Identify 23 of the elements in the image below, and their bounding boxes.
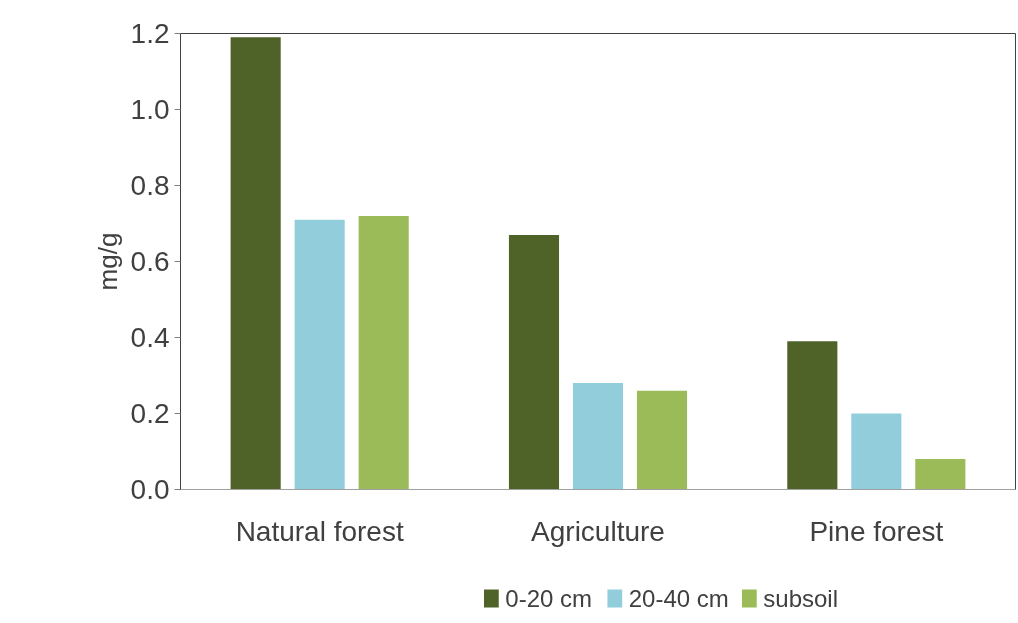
bar bbox=[851, 413, 902, 490]
y-tick-label: 0.0 bbox=[130, 474, 170, 505]
bar bbox=[915, 459, 966, 490]
y-tick-label: 1.0 bbox=[130, 94, 170, 125]
bar bbox=[358, 215, 409, 490]
y-tick-label: 0.6 bbox=[130, 246, 170, 277]
y-tick-label: 0.4 bbox=[130, 322, 170, 353]
bar bbox=[230, 37, 281, 490]
legend-label: 0-20 cm bbox=[505, 585, 593, 612]
y-axis-title: mg/g bbox=[92, 232, 123, 291]
bar bbox=[787, 341, 838, 490]
x-tick-label: Agriculture bbox=[531, 515, 665, 547]
y-tick-label: 0.2 bbox=[130, 398, 170, 429]
x-tick-label: Natural forest bbox=[235, 515, 404, 547]
legend-label: 20-40 cm bbox=[628, 585, 729, 612]
y-tick-label: 0.8 bbox=[130, 170, 170, 201]
bar bbox=[636, 390, 688, 490]
bar bbox=[508, 234, 560, 490]
bar bbox=[572, 383, 624, 490]
x-tick-label: Pine forest bbox=[809, 515, 944, 547]
bar bbox=[294, 219, 345, 490]
y-tick-label: 1.2 bbox=[130, 18, 170, 49]
legend-label: subsoil bbox=[763, 585, 838, 612]
